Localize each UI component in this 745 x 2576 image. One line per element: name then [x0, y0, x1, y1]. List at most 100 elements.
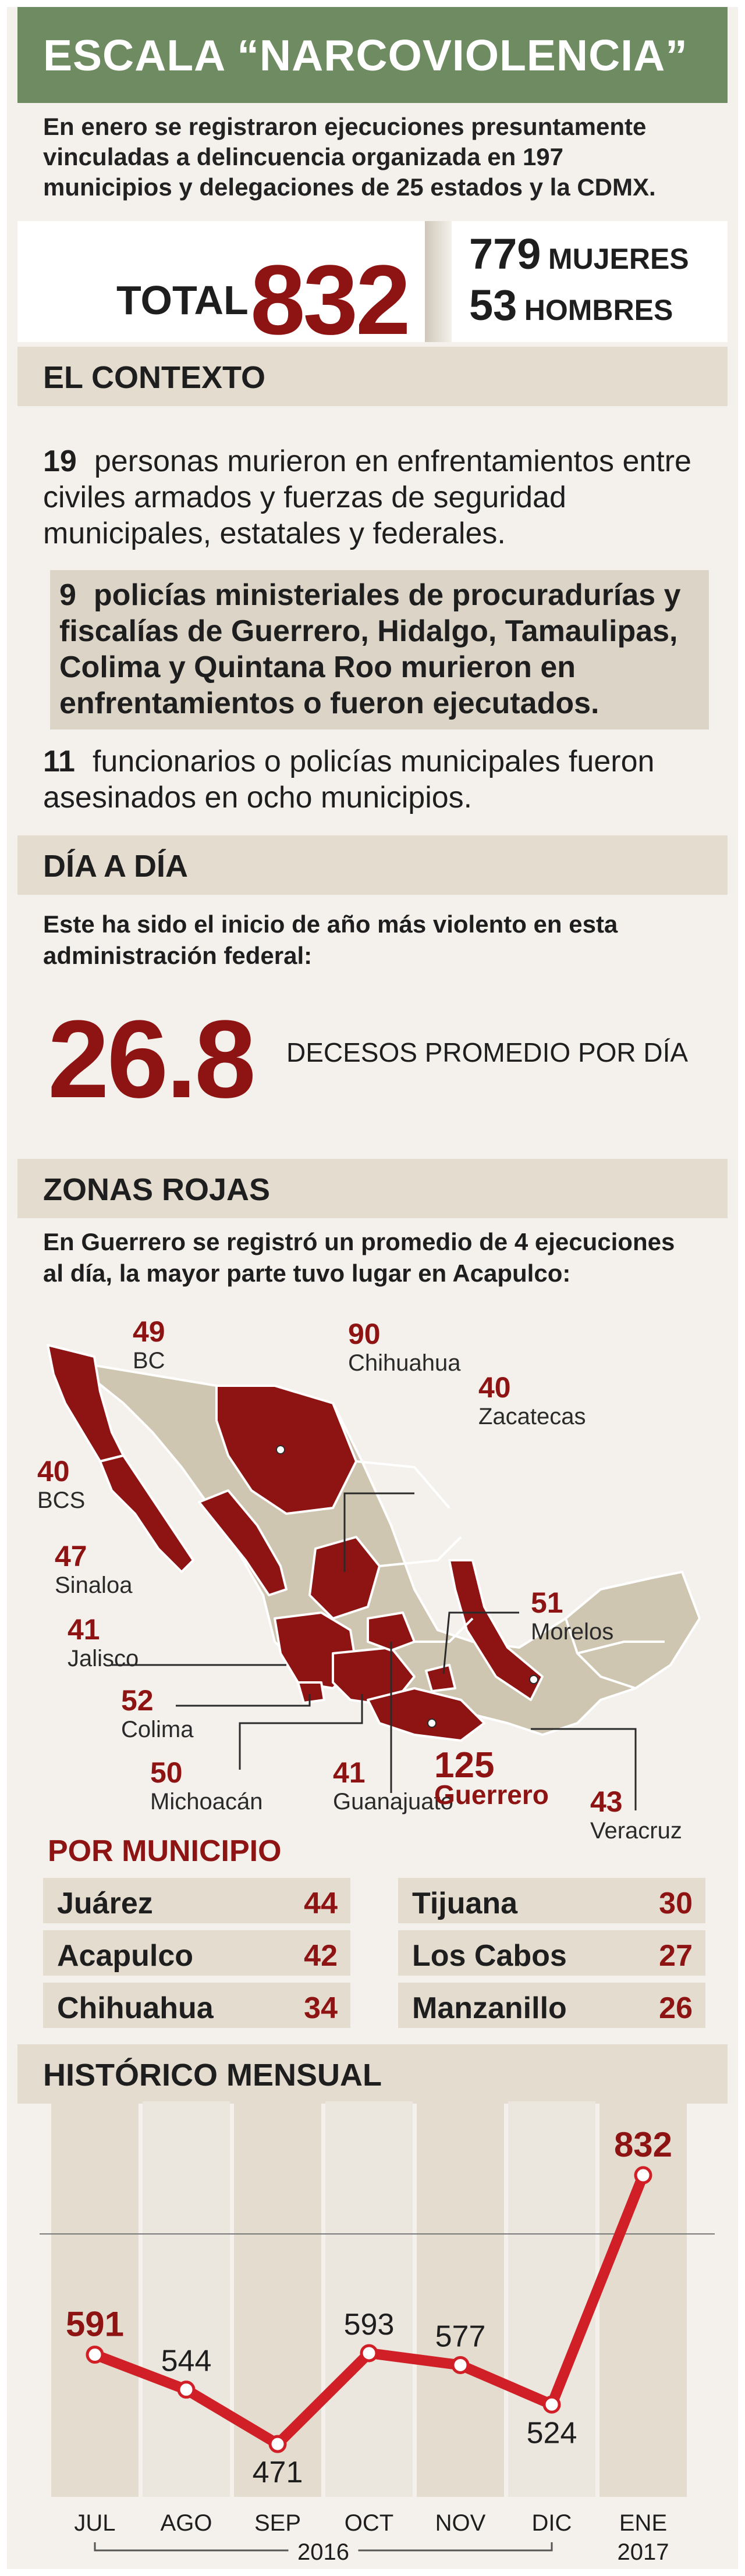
women-label: MUJERES: [548, 243, 689, 275]
total-label: TOTAL: [116, 277, 249, 323]
infographic: ESCALA “NARCOVIOLENCIA” En enero se regi…: [7, 7, 738, 2569]
municipio-row: Acapulco 42: [43, 1930, 350, 1976]
chart-data-label: 544: [161, 2344, 212, 2378]
map-colima: [297, 1681, 325, 1704]
map-guerrero: [367, 1687, 485, 1742]
contexto-item-1: 19 personas murieron en enfrentamientos e…: [43, 443, 707, 552]
total-divider: [425, 221, 452, 342]
chart-column-band: [508, 2101, 595, 2497]
map-veracruz: [448, 1559, 544, 1701]
map-city-acapulco: [427, 1718, 437, 1728]
total-box: TOTAL 832: [17, 221, 425, 355]
chart-column-band: [417, 2101, 504, 2497]
map-morelos: [425, 1664, 456, 1692]
map-zacatecas: [308, 1536, 381, 1620]
map-label-bcs: 40 BCS: [37, 1455, 86, 1513]
contexto-num-2: 9: [59, 578, 76, 612]
chart-point: [360, 2344, 378, 2362]
title-banner: ESCALA “NARCOVIOLENCIA”: [17, 7, 728, 103]
contexto-num-3: 11: [43, 745, 75, 778]
chart-column-band: [325, 2101, 413, 2497]
men-row: 53 HOMBRES: [469, 280, 673, 330]
contexto-highlight-box: [50, 570, 709, 730]
map-yucatan: [565, 1571, 701, 1689]
map-leader-veracruz: [531, 1728, 637, 1810]
chart-point: [542, 2395, 561, 2414]
contexto-item-3: 11 funcionarios o policías municipales fu…: [43, 743, 707, 816]
chart-point: [86, 2346, 104, 2364]
chart-point: [634, 2166, 652, 2184]
municipio-row: Manzanillo 26: [398, 1983, 705, 2028]
map-label-sinaloa: 47 Sinaloa: [55, 1540, 133, 1598]
contexto-header: EL CONTEXTO: [17, 347, 728, 406]
map-leader-michoacan: [239, 1694, 363, 1770]
contexto-text-2: policías ministeriales de procuradurías …: [59, 578, 681, 720]
map-state-line-1: [356, 1460, 450, 1509]
contexto-heading: EL CONTEXTO: [43, 360, 266, 395]
chart-year-label: 2017: [618, 2539, 669, 2565]
map-label-bc: 49 BC: [133, 1315, 165, 1374]
zonas-text: En Guerrero se registró un promedio de 4…: [43, 1228, 675, 1287]
municipio-row: Chihuahua 34: [43, 1983, 350, 2028]
map-label-colima: 52 Colima: [121, 1684, 194, 1742]
chart-x-tick-label: NOV: [435, 2510, 486, 2536]
historico-header: HISTÓRICO MENSUAL: [17, 2044, 728, 2104]
contexto-item-2: 9 policías ministeriales de procuradurías…: [59, 577, 700, 721]
map-sinaloa: [198, 1489, 288, 1596]
chart-x-tick-label: SEP: [254, 2510, 301, 2536]
municipios-heading: POR MUNICIPIO: [48, 1834, 282, 1868]
chart-x-tick-label: OCT: [345, 2510, 393, 2536]
chart-data-label: 593: [344, 2308, 395, 2342]
map-label-guerrero: 125 Guerrero: [434, 1745, 549, 1810]
page-title: ESCALA “NARCOVIOLENCIA”: [43, 31, 688, 80]
map-state-line-3: [414, 1617, 474, 1643]
contexto-text-3: funcionarios o policías municipales fuer…: [43, 745, 655, 814]
map-label-veracruz: 43 Veracruz: [590, 1785, 682, 1844]
map-label-michoacan: 50 Michoacán: [150, 1756, 263, 1814]
chart-data-label: 591: [66, 2305, 124, 2344]
map-city-veracruz: [529, 1675, 538, 1684]
map-leader-colima: [176, 1694, 311, 1707]
chart-year-label: 2016: [297, 2539, 349, 2565]
chart-x-tick-label: AGO: [161, 2510, 212, 2536]
gender-box: 779 MUJERES 53 HOMBRES: [452, 221, 728, 342]
mexico-map: [47, 1344, 701, 1810]
total-value: 832: [250, 245, 411, 355]
chart-x-tick-label: ENE: [619, 2510, 667, 2536]
map-city-chihuahua: [276, 1445, 285, 1454]
map-guanajuato: [367, 1611, 416, 1652]
map-state-line-2: [379, 1536, 462, 1567]
contexto-num-1: 19: [43, 444, 77, 478]
women-count: 779: [469, 230, 541, 278]
map-leader-morelos: [442, 1611, 519, 1674]
zonas-heading: ZONAS ROJAS: [43, 1172, 271, 1207]
map-baja-california: [47, 1344, 125, 1463]
contexto-text-1: personas murieron en enfrentamientos ent…: [43, 444, 691, 550]
monthly-line-chart: 591 544 471 593 577 524 832 JUL AGO SEP OCT NOV DIC E…: [40, 2101, 715, 2565]
map-chihuahua: [215, 1385, 357, 1515]
zonas-header: ZONAS ROJAS: [17, 1159, 728, 1218]
chart-point: [451, 2356, 470, 2374]
men-label: HOMBRES: [524, 294, 673, 326]
dia-header: DÍA A DÍA: [17, 835, 728, 895]
municipio-row: Los Cabos 27: [398, 1930, 705, 1976]
men-count: 53: [469, 281, 517, 329]
map-label-zacatecas: 40 Zacatecas: [478, 1371, 586, 1429]
dia-heading: DÍA A DÍA: [43, 849, 188, 884]
chart-data-label: 524: [527, 2416, 577, 2450]
dia-text: Este ha sido el inicio de año más violen…: [43, 910, 618, 969]
chart-x-tick-label: JUL: [74, 2510, 115, 2536]
chart-column-band: [143, 2101, 230, 2497]
historico-heading: HISTÓRICO MENSUAL: [43, 2058, 382, 2093]
map-leader-zacatecas: [343, 1492, 414, 1572]
chart-data-label: 832: [614, 2125, 672, 2164]
chart-point: [177, 2381, 196, 2399]
chart-column-band: [51, 2101, 139, 2497]
chart-x-tick-label: DIC: [532, 2510, 572, 2536]
map-baja-california-sur: [99, 1454, 194, 1573]
chart-data-label: 471: [253, 2456, 303, 2489]
chart-data-label: 577: [435, 2319, 486, 2353]
intro-text: En enero se registraron ejecuciones pres…: [43, 113, 656, 201]
municipio-row: Tijuana 30: [398, 1878, 705, 1923]
map-label-jalisco: 41 Jalisco: [68, 1613, 139, 1671]
